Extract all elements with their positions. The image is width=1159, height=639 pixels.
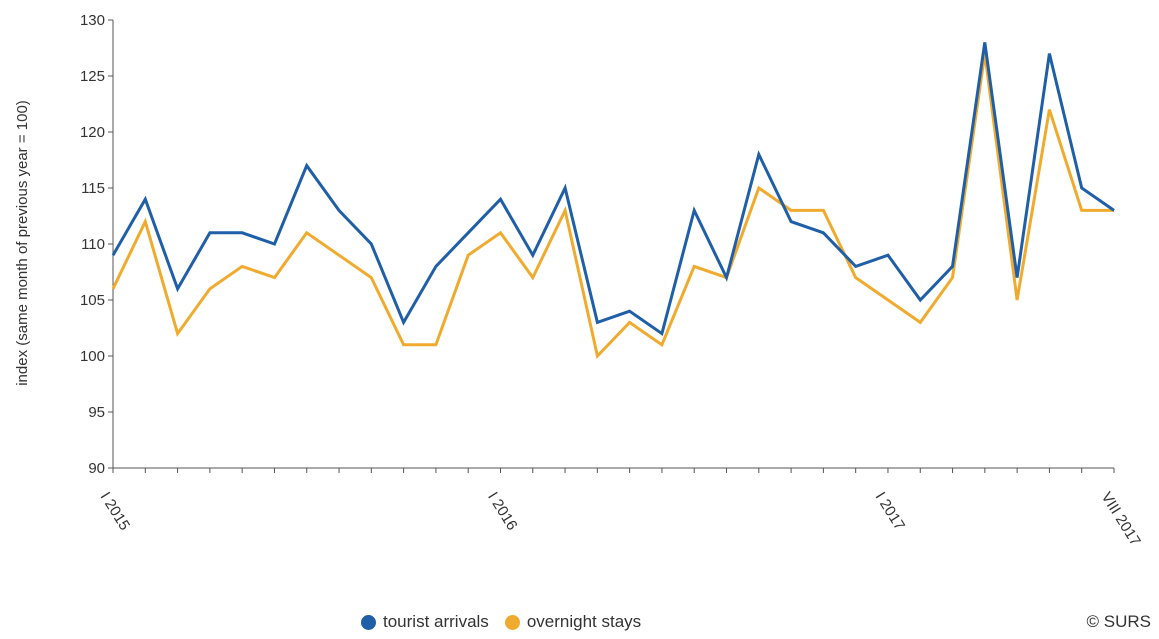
x-tick-label: I 2017 [872, 489, 909, 533]
legend-label-overnight-stays: overnight stays [526, 612, 642, 631]
y-tick-label: 90 [88, 460, 105, 477]
line-chart: 90 95 100 105 110 115 120 125 130 I 2015 I 2016 I 2… [14, 12, 1144, 549]
y-tick-label: 125 [80, 68, 105, 85]
x-tick-label: I 2015 [97, 489, 134, 533]
series-line-tourist-arrivals [111, 42, 1115, 337]
legend-marker-overnight-stays [504, 614, 520, 630]
legend-label-tourist-arrivals: tourist arrivals [383, 612, 489, 631]
legend-items: tourist arrivals overnight stays [361, 612, 657, 632]
legend: tourist arrivals overnight stays [0, 612, 1159, 638]
y-tick-label: 110 [81, 236, 105, 253]
y-tick-label: 95 [88, 404, 105, 421]
copyright-notice: © SURS [1086, 612, 1151, 631]
y-tick-label: 130 [80, 12, 105, 29]
series-lines [111, 42, 1115, 360]
y-tick-label: 105 [80, 292, 105, 309]
x-tick-label: I 2016 [484, 489, 521, 533]
y-axis-title: index (same month of previous year = 100… [14, 100, 31, 386]
legend-item-tourist-arrivals[interactable]: tourist arrivals [361, 612, 489, 632]
legend-marker-tourist-arrivals [361, 614, 376, 630]
x-tick-label: VIII 2017 [1098, 489, 1144, 549]
series-line-overnight-stays [111, 53, 1114, 360]
y-tick-label: 120 [80, 124, 105, 141]
legend-item-overnight-stays[interactable]: overnight stays [504, 612, 642, 632]
axes [108, 19, 1115, 473]
y-tick-label: 115 [81, 180, 105, 197]
y-tick-label: 100 [80, 348, 105, 365]
